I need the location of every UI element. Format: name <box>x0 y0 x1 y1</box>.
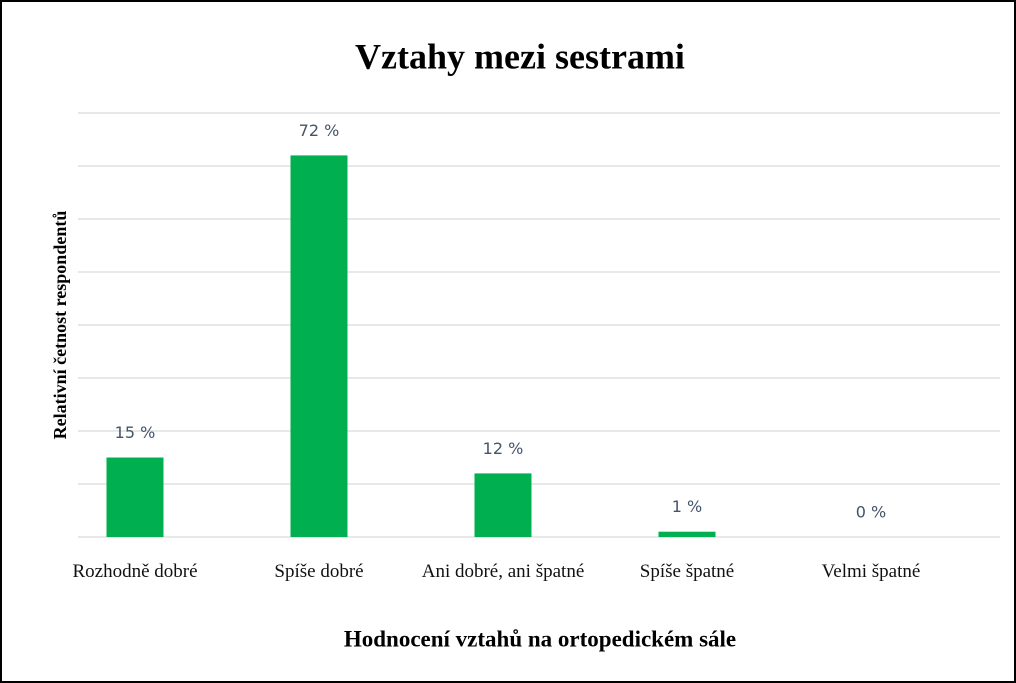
x-tick-label: Ani dobré, ani špatné <box>421 561 585 582</box>
bar <box>106 457 164 537</box>
data-label: 72 % <box>299 121 340 140</box>
x-tick-label: Spíše dobré <box>274 561 364 582</box>
x-tick-label: Velmi špatné <box>821 561 921 582</box>
x-axis-label: Hodnocení vztahů na ortopedickém sále <box>344 626 736 651</box>
y-axis-label: Relativní četnost respondentů <box>50 211 70 440</box>
data-label: 15 % <box>115 423 156 442</box>
data-label: 1 % <box>672 497 702 516</box>
bar <box>290 155 348 537</box>
bar <box>474 473 532 537</box>
data-label: 12 % <box>483 439 524 458</box>
chart-title: Vztahy mezi sestrami <box>355 36 685 76</box>
bar <box>658 531 716 537</box>
x-tick-label: Spíše špatné <box>639 561 735 582</box>
data-label: 0 % <box>856 503 886 522</box>
x-tick-label: Rozhodně dobré <box>72 561 198 582</box>
